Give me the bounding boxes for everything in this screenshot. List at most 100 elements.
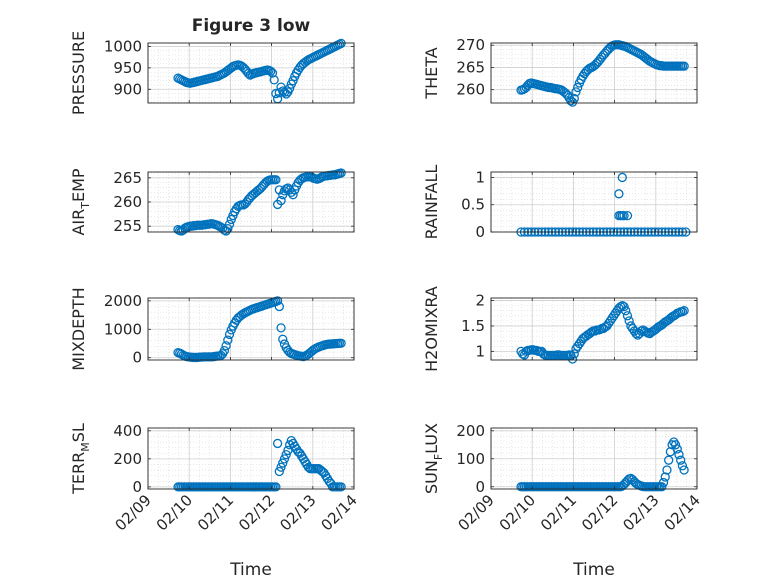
axes-box <box>490 42 698 104</box>
data-point <box>664 455 674 465</box>
data-point <box>336 482 346 492</box>
x-axis-label-left: Time <box>229 560 272 580</box>
y-tick-label: 1000 <box>104 37 142 55</box>
data-point <box>662 465 672 475</box>
data-point <box>619 210 629 221</box>
subplot-3: 255 260 265 AIRTEMP <box>69 168 355 236</box>
data-point <box>573 82 583 93</box>
y-tick-label: 100 <box>456 450 485 468</box>
y-tick-label: 2000 <box>104 292 142 310</box>
y-axis-label: H2OMIXRA <box>422 286 441 372</box>
y-tick-label: 270 <box>456 36 485 54</box>
y-tick-label: 1000 <box>104 320 142 338</box>
data-point <box>266 66 276 76</box>
data-point <box>677 461 688 471</box>
y-tick-label: 0 <box>475 478 485 496</box>
y-tick-label: 260 <box>456 81 485 99</box>
axes-box <box>490 297 698 361</box>
data-point <box>221 341 231 351</box>
data-point <box>622 311 633 321</box>
data-point <box>670 440 681 450</box>
x-tick-label: 02/11 <box>194 491 237 534</box>
data-point <box>619 301 629 312</box>
x-tick-label: 02/12 <box>235 491 278 534</box>
x-tick-label: 02/11 <box>537 491 580 534</box>
data-point <box>674 449 684 460</box>
y-tick-label: 1 <box>475 342 485 360</box>
y-axis-label: PRESSURE <box>69 31 88 115</box>
data-markers <box>173 435 346 492</box>
data-point <box>272 296 283 306</box>
data-point <box>279 454 290 464</box>
data-point <box>617 172 627 183</box>
y-axis-label: SUNFLUX <box>422 423 445 494</box>
y-tick-label: 255 <box>113 217 142 235</box>
x-tick-label: 02/09 <box>455 491 498 534</box>
y-tick-label: 0 <box>475 223 485 241</box>
x-tick-label: 02/09 <box>112 491 155 534</box>
data-point <box>679 61 689 71</box>
y-tick-label: 400 <box>113 422 142 440</box>
y-tick-label: 200 <box>456 422 485 440</box>
data-point <box>223 335 233 345</box>
y-tick-label: 0 <box>132 349 142 367</box>
data-point <box>274 466 284 477</box>
data-point <box>567 354 578 364</box>
y-axis-label: AIRTEMP <box>69 168 92 235</box>
subplot-4: 0 0.5 1 RAINFALL <box>422 165 698 241</box>
x-tick-label: 02/12 <box>578 491 621 534</box>
data-point <box>272 438 283 449</box>
data-point <box>660 472 670 482</box>
data-point <box>224 329 235 340</box>
y-axis-label: TERRMSL <box>69 423 92 495</box>
data-point <box>676 455 686 465</box>
data-point <box>288 76 298 86</box>
y-tick-label: 950 <box>113 59 142 77</box>
data-markers <box>173 168 346 236</box>
data-point <box>336 338 346 348</box>
x-axis-label-right: Time <box>572 560 615 580</box>
data-point <box>284 83 295 94</box>
data-markers <box>516 437 689 492</box>
data-point <box>679 306 689 316</box>
y-tick-label: 260 <box>113 193 142 211</box>
data-point <box>614 189 624 199</box>
y-tick-label: 900 <box>113 80 142 98</box>
y-tick-label: 265 <box>113 169 142 187</box>
y-tick-label: 0.5 <box>461 196 485 214</box>
y-tick-label: 200 <box>113 450 142 468</box>
data-point <box>621 306 631 316</box>
data-point <box>571 87 581 97</box>
data-point <box>219 345 230 356</box>
y-tick-label: 0 <box>132 478 142 496</box>
minor-grid <box>490 171 698 232</box>
data-point <box>657 482 667 492</box>
data-point <box>569 349 579 359</box>
data-markers <box>173 296 346 363</box>
data-point <box>276 462 286 472</box>
data-point <box>276 323 286 333</box>
data-point <box>276 195 286 206</box>
data-point <box>283 445 293 456</box>
x-tick-label: 02/10 <box>496 491 539 534</box>
data-point <box>679 465 689 475</box>
x-tick-label: 02/14 <box>661 491 704 534</box>
data-point <box>278 334 288 344</box>
data-point <box>267 68 278 78</box>
data-point <box>269 75 279 85</box>
subplot-5: 0 1000 2000 MIXDEPTH <box>69 287 355 371</box>
subplot-1: 900 950 1000 PRESSURE <box>69 31 355 115</box>
axes-box <box>490 171 698 233</box>
data-point <box>223 223 233 234</box>
data-markers <box>173 38 346 104</box>
data-markers <box>516 40 689 107</box>
data-point <box>636 326 646 336</box>
subplot-2: 260 265 270 THETA <box>422 36 698 107</box>
data-point <box>288 190 298 200</box>
data-point <box>624 316 634 326</box>
x-tick-label: 02/13 <box>276 491 319 534</box>
x-tick-label: 02/14 <box>318 491 361 534</box>
